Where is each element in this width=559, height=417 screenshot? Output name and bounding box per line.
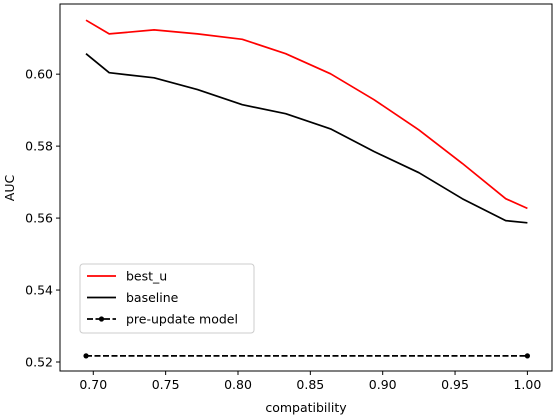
y-tick-label: 0.56 [25,211,53,226]
plot-frame [59,3,553,372]
legend-marker [98,316,105,322]
series-line-baseline [85,53,528,224]
y-axis: 0.52 0.54 0.56 0.58 0.60 [25,67,60,370]
legend: best_u baseline pre-update model [79,263,255,334]
x-tick-label: 1.00 [513,377,541,392]
legend-label: pre-update model [126,312,238,327]
legend-box [79,263,255,334]
x-axis-label: compatibility [265,400,347,415]
y-tick-label: 0.60 [25,67,53,82]
x-tick-label: 0.70 [79,377,107,392]
series-point [524,353,531,359]
y-axis-label: AUC [2,175,17,202]
series-line-best-u [85,19,528,210]
plot-lines [83,19,531,359]
legend-label: baseline [126,290,179,305]
x-tick-label: 0.75 [152,377,180,392]
x-tick-label: 0.95 [441,377,469,392]
y-tick-label: 0.58 [25,139,53,154]
x-tick-label: 0.80 [224,377,252,392]
legend-entries: best_u baseline pre-update model [87,269,238,327]
legend-label: best_u [126,269,167,284]
x-tick-label: 0.90 [369,377,397,392]
y-tick-label: 0.52 [25,355,53,370]
x-tick-label: 0.85 [296,377,324,392]
x-axis: 0.70 0.75 0.80 0.85 0.90 0.95 1.00 [79,371,541,392]
series-point [83,353,89,359]
y-tick-label: 0.54 [25,283,53,298]
